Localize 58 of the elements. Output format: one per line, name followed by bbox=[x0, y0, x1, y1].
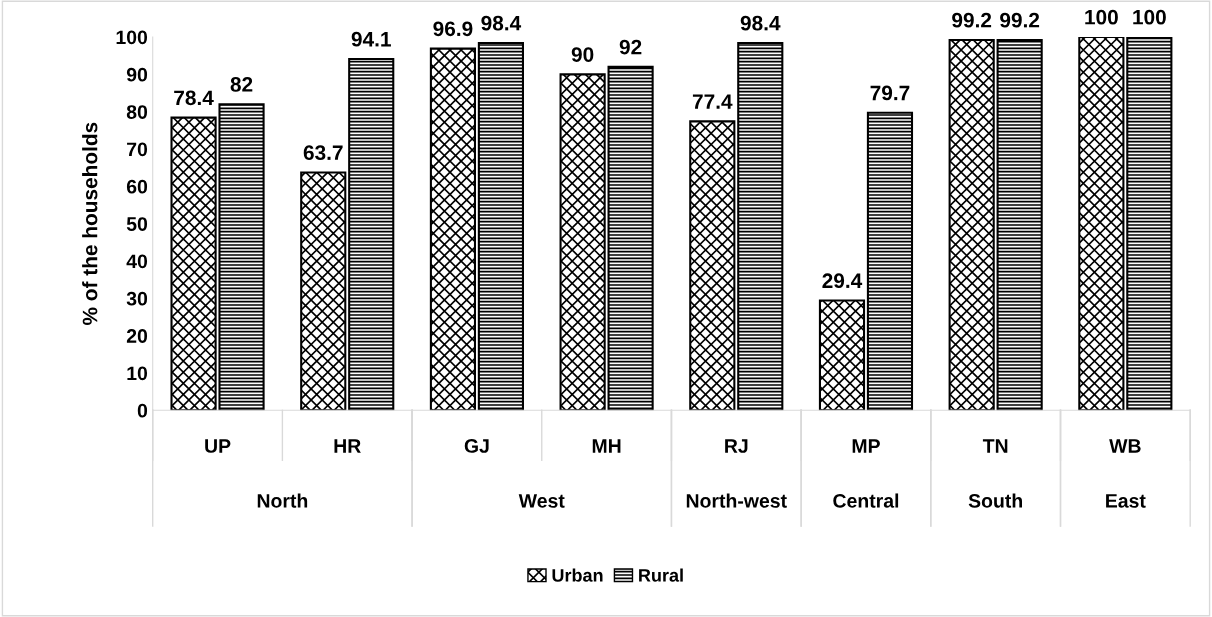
y-tick-label: 90 bbox=[126, 67, 148, 82]
data-label: 79.7 bbox=[870, 85, 910, 101]
bar bbox=[818, 299, 866, 411]
bar bbox=[559, 73, 606, 411]
bar bbox=[429, 47, 477, 411]
bar bbox=[477, 41, 524, 411]
data-label: 98.4 bbox=[481, 15, 522, 31]
bar bbox=[300, 171, 347, 411]
data-label: 78.4 bbox=[174, 90, 214, 106]
bar bbox=[948, 38, 995, 411]
bar bbox=[348, 58, 395, 411]
y-axis-title: % of the households bbox=[82, 122, 98, 325]
text: North bbox=[257, 493, 308, 508]
text: East bbox=[1106, 494, 1146, 508]
y-tick-label: 10 bbox=[127, 366, 148, 381]
data-label: 100 bbox=[1085, 9, 1118, 25]
y-tick-label: 50 bbox=[126, 217, 148, 231]
data-label: 82 bbox=[230, 77, 253, 92]
data-label: 98.4 bbox=[740, 15, 781, 31]
y-tick-label: 30 bbox=[126, 291, 148, 306]
x-tick-label: GJ bbox=[464, 439, 489, 453]
y-tick-label: 20 bbox=[126, 329, 148, 343]
y-tick-label: 80 bbox=[126, 105, 148, 119]
x-tick-label: WB bbox=[1109, 439, 1141, 453]
bar bbox=[607, 65, 654, 411]
data-label: 100 bbox=[1133, 9, 1166, 25]
y-tick-label: 100 bbox=[116, 30, 148, 45]
data-label: 77.4 bbox=[692, 94, 733, 109]
data-label: 90 bbox=[571, 47, 594, 62]
x-tick-label: TN bbox=[982, 439, 1008, 453]
bar bbox=[866, 111, 914, 411]
y-tick-label: 0 bbox=[137, 403, 148, 418]
bar bbox=[689, 120, 736, 411]
data-label: 29.4 bbox=[822, 273, 863, 289]
data-label: 96.9 bbox=[433, 21, 473, 37]
text: South bbox=[968, 493, 1022, 508]
bar bbox=[1078, 37, 1125, 411]
legend-label: Urban bbox=[552, 568, 603, 582]
data-label: 99.2 bbox=[952, 12, 992, 28]
x-tick-label: HR bbox=[334, 439, 361, 453]
text: North-west bbox=[686, 493, 787, 508]
text: West bbox=[518, 494, 565, 508]
y-tick-label: 60 bbox=[126, 179, 148, 194]
y-tick-label: 40 bbox=[126, 254, 148, 269]
x-tick-label: MH bbox=[592, 439, 621, 453]
data-label: 92 bbox=[619, 39, 642, 55]
text: Central bbox=[833, 493, 899, 508]
bar bbox=[1126, 37, 1173, 411]
data-label: 99.2 bbox=[1000, 12, 1040, 28]
bar bbox=[737, 41, 784, 411]
x-tick-label: UP bbox=[205, 439, 231, 453]
data-label: 63.7 bbox=[303, 145, 343, 161]
x-tick-label: MP bbox=[852, 439, 880, 453]
legend-label: Rural bbox=[639, 568, 683, 582]
data-label: 94.1 bbox=[351, 31, 391, 47]
x-tick-label: RJ bbox=[725, 439, 748, 453]
y-tick-label: 70 bbox=[127, 142, 148, 157]
bar bbox=[996, 38, 1043, 411]
